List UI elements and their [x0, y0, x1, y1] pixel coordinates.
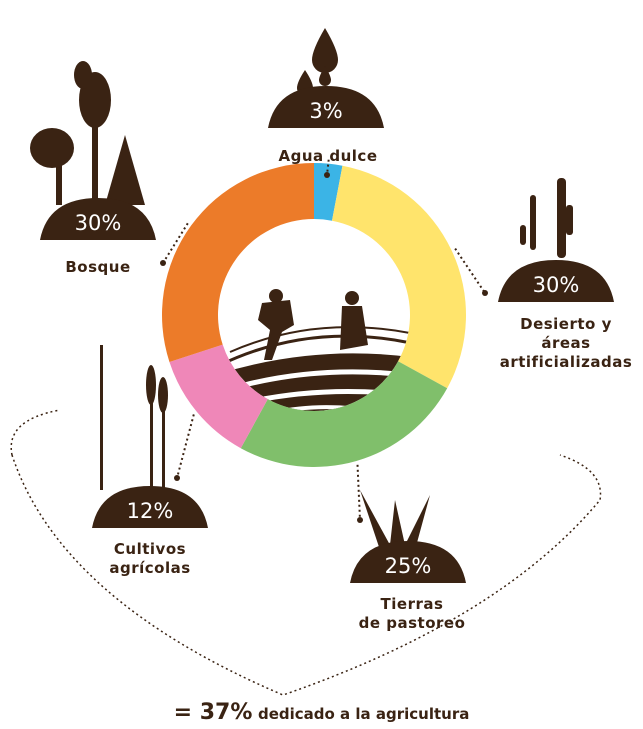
- total-text: dedicado a la agricultura: [257, 705, 470, 723]
- mound: [350, 541, 466, 583]
- donut-segment: [331, 165, 466, 389]
- category-label: Cultivos agrícolas: [109, 540, 191, 577]
- leader-dot: [160, 260, 166, 266]
- footer: = 37% dedicado a la agricultura: [0, 700, 643, 725]
- value-label: 30%: [533, 273, 580, 297]
- mound: [268, 86, 384, 128]
- donut-segment: [169, 344, 268, 449]
- category-label: Bosque: [65, 258, 131, 276]
- leader: [454, 248, 486, 294]
- mound: [92, 486, 208, 528]
- bracket: [10, 409, 602, 696]
- value-label: 12%: [127, 499, 174, 523]
- category-label: Agua dulce: [278, 147, 378, 165]
- value-label: 3%: [309, 99, 342, 123]
- donut-segment: [161, 163, 314, 362]
- leader-dot: [357, 517, 363, 523]
- mound: [498, 260, 614, 302]
- donut-segment: [240, 361, 448, 467]
- total-label: = 37%: [173, 700, 253, 725]
- mound: [40, 198, 156, 240]
- donut: [161, 163, 466, 467]
- value-label: 30%: [75, 211, 122, 235]
- icons: [30, 28, 573, 550]
- category-label: Tierras de pastoreo: [358, 595, 466, 632]
- category-label: Desierto y áreas artificializadas: [499, 315, 633, 371]
- leader-dot: [324, 172, 330, 178]
- value-label: 25%: [385, 554, 432, 578]
- donut-segment: [314, 163, 343, 221]
- leader-dot: [482, 290, 488, 296]
- leader-dot: [174, 475, 180, 481]
- leader: [176, 414, 195, 479]
- leader: [356, 464, 361, 521]
